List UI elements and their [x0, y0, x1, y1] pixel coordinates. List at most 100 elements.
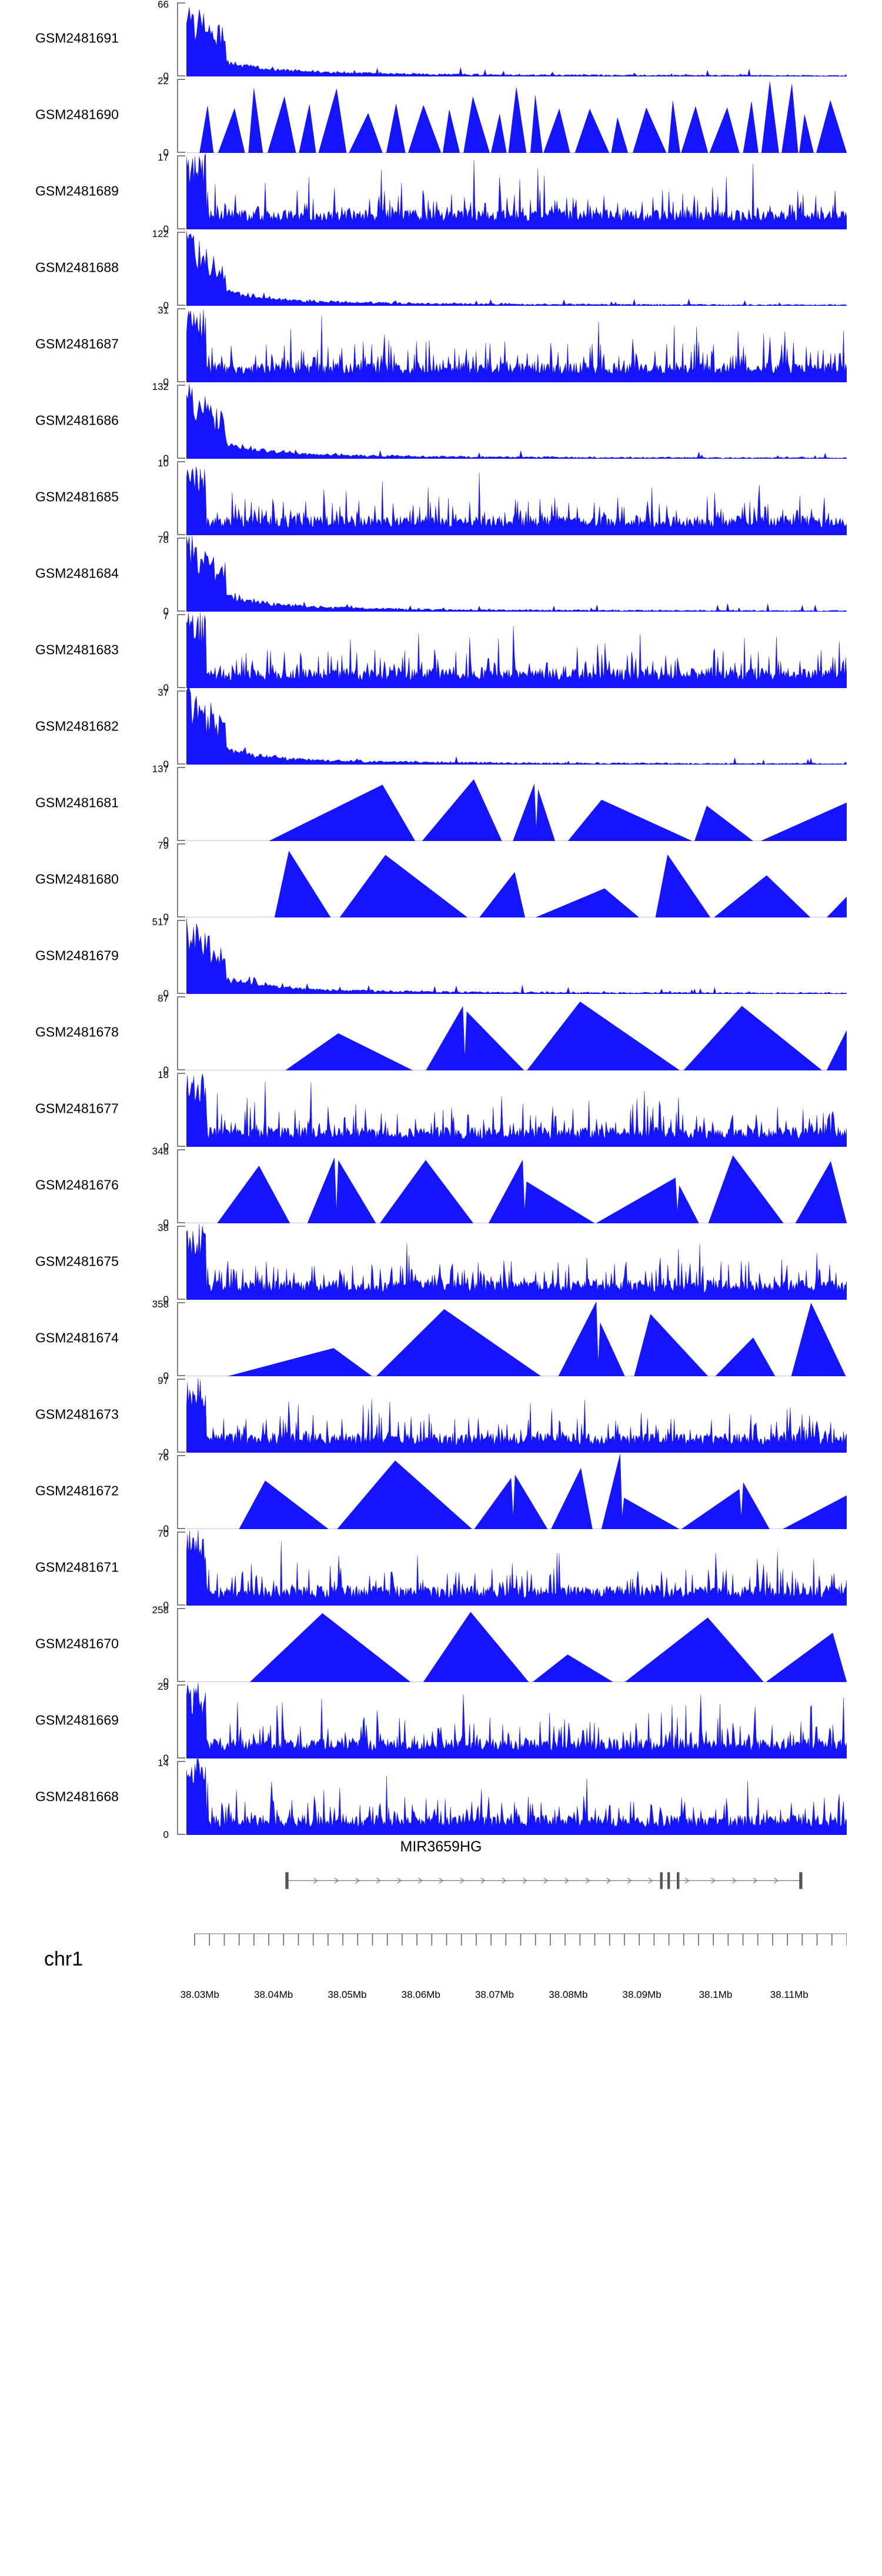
axis-min-label: 0 [163, 1370, 169, 1382]
coverage-plot[interactable] [186, 688, 847, 765]
axis-line [177, 155, 178, 229]
coverage-plot[interactable] [186, 153, 847, 229]
axis-min-label: 0 [163, 1753, 169, 1764]
axis-max-label: 29 [158, 1681, 169, 1692]
coverage-area-svg [186, 917, 847, 994]
coverage-track[interactable]: GSM2481677 18 0 [0, 1069, 882, 1152]
coverage-plot[interactable] [186, 76, 847, 153]
coverage-area-svg [186, 1530, 847, 1606]
axis-line [177, 1531, 178, 1606]
coverage-track[interactable]: GSM2481672 76 0 [0, 1451, 882, 1534]
coverage-area-svg [186, 1073, 847, 1147]
axis-tick-top [177, 1379, 185, 1380]
track-label: GSM2481684 [35, 565, 119, 581]
axis-line [177, 2, 178, 76]
track-label: GSM2481668 [35, 1788, 119, 1804]
track-label: GSM2481676 [35, 1177, 119, 1193]
coverage-plot[interactable] [186, 459, 847, 535]
coverage-plot[interactable] [186, 612, 847, 688]
track-label: GSM2481671 [35, 1559, 119, 1575]
track-label: GSM2481679 [35, 947, 119, 963]
coverage-track[interactable]: GSM2481686 132 0 [0, 381, 882, 464]
coverage-plot[interactable] [186, 1682, 847, 1759]
track-y-axis: 358 0 [144, 1299, 185, 1382]
axis-tick-bottom [177, 610, 185, 612]
ruler-area[interactable]: 38.03Mb 38.04Mb 38.05Mb 38.06Mb 38.07Mb 38.08… [144, 1923, 847, 2035]
coverage-plot[interactable] [186, 1529, 847, 1606]
axis-min-label: 0 [163, 1829, 169, 1840]
axis-min-label: 0 [163, 71, 169, 82]
coverage-plot[interactable] [186, 1147, 847, 1223]
coverage-track[interactable]: GSM2481669 29 0 [0, 1681, 882, 1764]
axis-max-label: 517 [152, 916, 169, 927]
coverage-track[interactable]: GSM2481673 97 0 [0, 1375, 882, 1458]
axis-min-label: 0 [163, 912, 169, 923]
coverage-track[interactable]: GSM2481689 17 0 [0, 152, 882, 235]
coverage-plot[interactable] [186, 765, 847, 841]
track-y-axis: 76 0 [144, 1451, 185, 1534]
coverage-track[interactable]: GSM2481676 348 0 [0, 1146, 882, 1229]
coverage-track[interactable]: GSM2481687 31 0 [0, 305, 882, 388]
coverage-track[interactable]: GSM2481671 70 0 [0, 1528, 882, 1611]
axis-tick-top [177, 1608, 185, 1609]
coverage-area-svg [186, 383, 847, 459]
track-y-axis: 348 0 [144, 1146, 185, 1229]
axis-tick-top [177, 1149, 185, 1150]
coverage-track[interactable]: GSM2481675 38 0 [0, 1222, 882, 1305]
axis-line [177, 1684, 178, 1759]
coverage-plot[interactable] [186, 1759, 847, 1835]
axis-min-label: 0 [163, 529, 169, 540]
axis-line [177, 1455, 178, 1529]
axis-tick-top [177, 1302, 185, 1303]
gene-annotation-track[interactable]: MIR3659HG [0, 1835, 882, 1923]
coverage-track[interactable]: GSM2481674 358 0 [0, 1299, 882, 1382]
coverage-area-svg [186, 779, 847, 841]
axis-min-label: 0 [163, 1447, 169, 1458]
track-label: GSM2481670 [35, 1636, 119, 1651]
coverage-plot[interactable] [186, 1223, 847, 1300]
coverage-plot[interactable] [186, 1376, 847, 1453]
coverage-track[interactable]: GSM2481685 10 0 [0, 458, 882, 540]
coverage-plot[interactable] [186, 1606, 847, 1682]
coverage-track[interactable]: GSM2481684 78 0 [0, 534, 882, 617]
track-y-axis: 79 0 [144, 840, 185, 923]
coverage-track[interactable]: GSM2481670 258 0 [0, 1604, 882, 1687]
ruler-tick-label: 38.1Mb [699, 1989, 733, 2000]
coverage-plot[interactable] [186, 382, 847, 459]
coverage-plot[interactable] [186, 0, 847, 76]
coverage-track[interactable]: GSM2481681 137 0 [0, 763, 882, 846]
coverage-track[interactable]: GSM2481680 79 0 [0, 840, 882, 923]
coverage-track[interactable]: GSM2481690 22 0 [0, 75, 882, 158]
axis-tick-bottom [177, 1757, 185, 1759]
coverage-track[interactable]: GSM2481688 122 0 [0, 228, 882, 311]
genome-ruler[interactable]: chr1 38.03Mb 38.04Mb 38.05Mb 38.06Mb 38.07Mb… [0, 1923, 882, 2035]
axis-tick-top [177, 461, 185, 462]
track-y-axis: 18 0 [144, 1069, 185, 1152]
axis-tick-top [177, 1226, 185, 1227]
track-label: GSM2481669 [35, 1712, 119, 1728]
coverage-plot[interactable] [186, 1453, 847, 1529]
gene-model[interactable] [282, 1869, 806, 1895]
coverage-plot[interactable] [186, 994, 847, 1070]
coverage-area-svg [186, 1683, 847, 1759]
axis-tick-bottom [177, 1146, 185, 1147]
track-y-axis: 132 0 [144, 381, 185, 464]
coverage-plot[interactable] [186, 841, 847, 917]
coverage-plot[interactable] [186, 1300, 847, 1376]
coverage-plot[interactable] [186, 1070, 847, 1147]
axis-line [177, 767, 178, 841]
coverage-track[interactable]: GSM2481682 37 0 [0, 687, 882, 770]
coverage-track[interactable]: GSM2481668 14 0 [0, 1757, 882, 1840]
coverage-track[interactable]: GSM2481691 66 0 [0, 0, 882, 82]
track-y-axis: 137 0 [144, 763, 185, 846]
coverage-track[interactable]: GSM2481678 87 0 [0, 993, 882, 1076]
coverage-plot[interactable] [186, 306, 847, 382]
coverage-track[interactable]: GSM2481679 517 0 [0, 916, 882, 999]
coverage-track[interactable]: GSM2481683 7 0 [0, 610, 882, 693]
coverage-plot[interactable] [186, 229, 847, 306]
track-y-axis: 31 0 [144, 305, 185, 388]
coverage-plot[interactable] [186, 535, 847, 612]
coverage-plot[interactable] [186, 917, 847, 994]
track-label: GSM2481683 [35, 642, 119, 658]
axis-tick-bottom [177, 1451, 185, 1453]
